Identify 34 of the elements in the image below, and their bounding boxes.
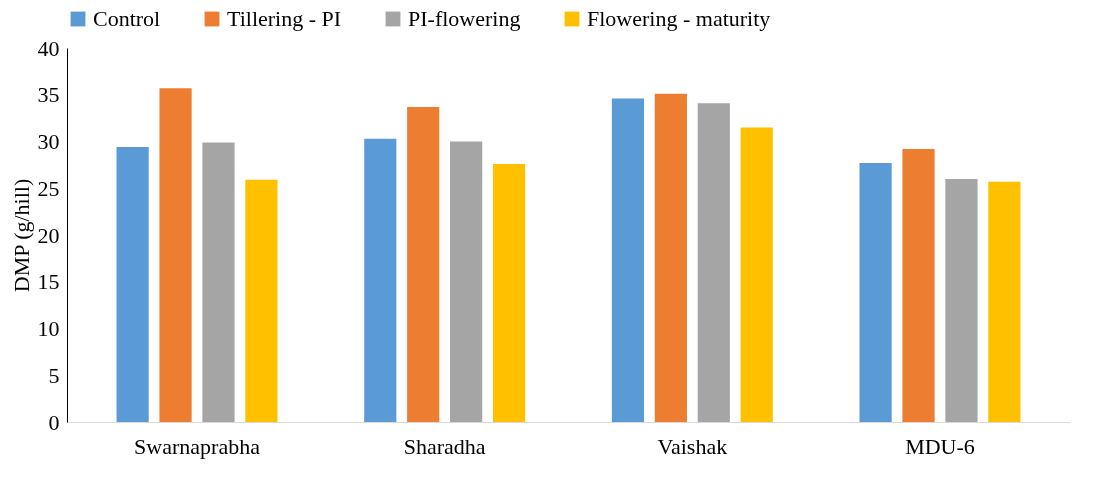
- bar: [611, 98, 645, 422]
- bar: [245, 179, 278, 422]
- bar: [407, 106, 440, 422]
- y-tick-label: 0: [48, 409, 60, 435]
- bar: [988, 181, 1021, 422]
- legend-label: PI-flowering: [408, 6, 521, 31]
- x-tick-label: Sharadha: [403, 433, 486, 459]
- bar: [159, 88, 192, 422]
- y-tick-label: 25: [37, 175, 60, 201]
- y-tick-label: 15: [37, 269, 60, 295]
- x-tick-label: Vaishak: [657, 433, 728, 459]
- legend-label: Flowering - maturity: [587, 6, 771, 31]
- bar: [202, 142, 235, 422]
- bar: [364, 138, 397, 422]
- x-tick-label: Swarnaprabha: [134, 433, 261, 459]
- bar: [945, 178, 978, 422]
- bar: [740, 127, 773, 422]
- x-tick-label: MDU-6: [905, 433, 975, 459]
- legend-label: Control: [93, 6, 161, 31]
- y-tick-label: 10: [37, 316, 60, 341]
- y-axis-title: DMP (g/hill): [8, 178, 34, 293]
- bar: [450, 141, 483, 422]
- y-tick-label: 30: [37, 129, 60, 154]
- bar: [697, 103, 730, 422]
- y-tick-label: 5: [48, 362, 60, 388]
- bar: [492, 163, 526, 422]
- y-tick-label: 35: [37, 82, 60, 108]
- bar: [859, 163, 892, 422]
- y-tick-label: 40: [37, 35, 60, 61]
- bar: [116, 147, 149, 422]
- legend-label: Tillering - PI: [227, 6, 342, 31]
- bar: [654, 93, 687, 422]
- y-tick-label: 20: [37, 222, 60, 248]
- bar: [902, 148, 935, 422]
